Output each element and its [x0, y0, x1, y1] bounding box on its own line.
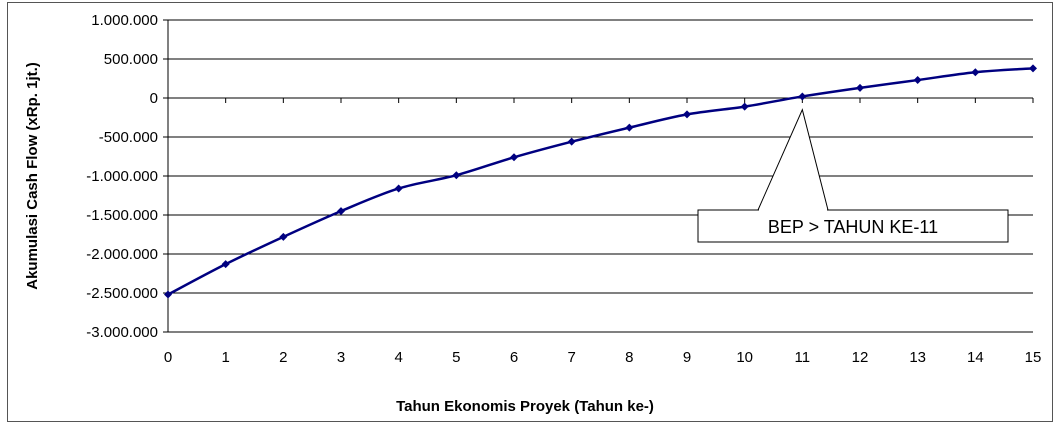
data-point-marker — [510, 153, 518, 162]
x-axis-title: Tahun Ekonomis Proyek (Tahun ke-) — [396, 398, 654, 415]
data-point-marker — [625, 123, 634, 132]
y-tick-label: 500.000 — [104, 51, 158, 68]
x-tick-label: 2 — [279, 349, 287, 366]
data-point-marker — [798, 92, 807, 101]
x-tick-label: 4 — [394, 349, 402, 366]
x-tick-label: 11 — [795, 349, 811, 366]
x-tick-label: 7 — [567, 349, 575, 366]
data-point-marker — [971, 68, 980, 77]
data-point-marker — [452, 171, 461, 180]
data-point-marker — [856, 83, 864, 92]
x-tick-label: 9 — [683, 349, 691, 366]
data-point-marker — [740, 102, 749, 111]
data-point-marker — [394, 184, 403, 193]
x-tick-label: 3 — [337, 349, 345, 366]
data-point-marker — [337, 207, 345, 216]
callout-box — [697, 209, 1009, 243]
axis-layer — [163, 19, 1034, 333]
data-point-marker — [1029, 64, 1037, 73]
data-point-marker — [164, 290, 172, 299]
callout-pointer — [757, 108, 829, 211]
y-tick-label: -2.500.000 — [86, 285, 158, 302]
callout-text: BEP > TAHUN KE-11 — [768, 217, 938, 237]
x-tick-label: 1 — [221, 349, 229, 366]
data-point-marker — [279, 232, 288, 241]
x-tick-label: 10 — [736, 349, 753, 366]
x-tick-labels: 0 1 2 3 4 5 6 7 8 9 10 11 12 13 14 15 — [164, 349, 1042, 366]
x-tick-label: 14 — [967, 349, 984, 366]
series-line — [167, 67, 1034, 296]
y-tick-label: -3.000.000 — [86, 324, 158, 341]
data-point-marker — [913, 76, 922, 85]
y-tick-label: -500.000 — [99, 129, 158, 146]
y-tick-label: -2.000.000 — [86, 246, 158, 263]
data-point-marker — [683, 110, 691, 119]
x-tick-label: 15 — [1025, 349, 1042, 366]
x-tick-label: 0 — [164, 349, 172, 366]
y-tick-labels: 1.000.000 500.000 0 -500.000 -1.000.000 -1.50… — [86, 12, 158, 341]
y-tick-label: 0 — [150, 90, 158, 107]
x-tick-label: 12 — [852, 349, 869, 366]
grid-layer — [168, 19, 1033, 333]
y-tick-label: -1.000.000 — [86, 168, 158, 185]
x-tick-label: 5 — [452, 349, 460, 366]
x-tick-label: 8 — [625, 349, 633, 366]
series-layer — [164, 64, 1037, 299]
y-tick-label: -1.500.000 — [86, 207, 158, 224]
x-tick-label: 13 — [909, 349, 926, 366]
y-tick-label: 1.000.000 — [91, 12, 158, 29]
x-tick-label: 6 — [510, 349, 518, 366]
y-axis-title: Akumulasi Cash Flow (xRp. 1jt.) — [24, 62, 41, 290]
data-point-marker — [567, 137, 576, 146]
data-point-marker — [221, 260, 230, 269]
callout-layer: BEP > TAHUN KE-11 — [697, 108, 1009, 243]
